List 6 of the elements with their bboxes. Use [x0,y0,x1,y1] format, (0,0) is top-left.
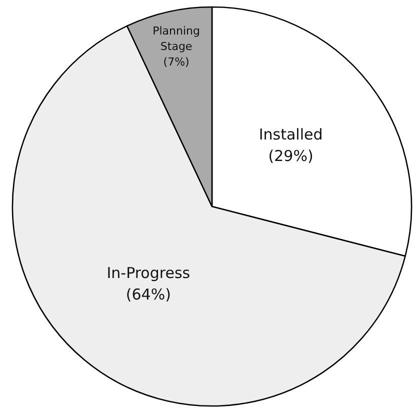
data-label: (7%) [163,56,190,69]
data-label: (64%) [126,285,171,304]
slice-label: Installed [258,125,323,144]
slice-label: Planning Stage [152,24,200,53]
slice-label: In-Progress [106,264,190,282]
data-label: (29%) [268,147,314,166]
